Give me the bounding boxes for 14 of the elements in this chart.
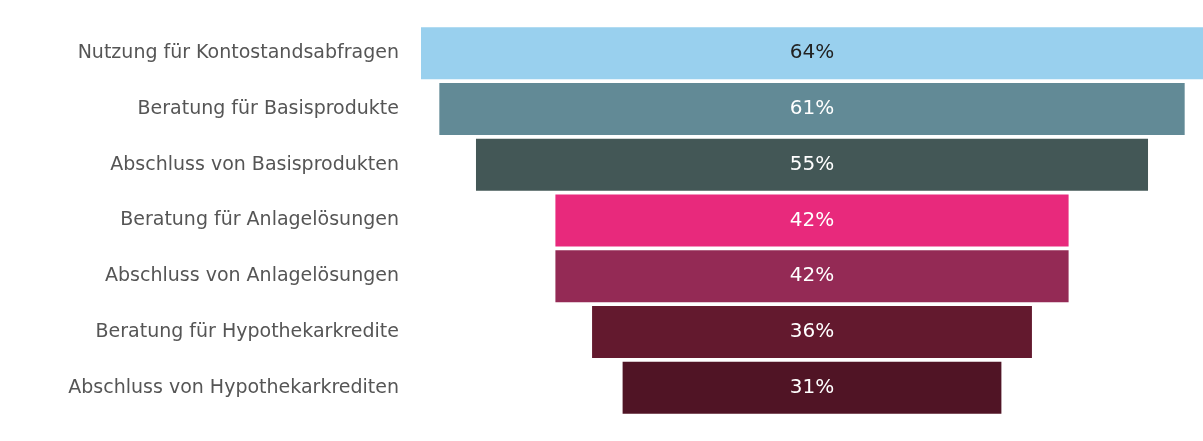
- category-label: Beratung für Hypothekarkredite: [95, 318, 399, 341]
- data-label: 64%: [789, 39, 835, 64]
- data-label: 31%: [789, 373, 835, 398]
- data-label: 42%: [789, 206, 835, 231]
- category-label: Abschluss von Anlagelösungen: [105, 263, 399, 286]
- data-label: 55%: [789, 150, 835, 175]
- category-label: Beratung für Basisprodukte: [137, 95, 399, 118]
- category-label: Nutzung für Kontostandsabfragen: [77, 40, 399, 63]
- data-label: 36%: [789, 318, 835, 343]
- category-label: Abschluss von Basisprodukten: [110, 151, 399, 174]
- category-label: Beratung für Anlagelösungen: [120, 207, 399, 230]
- data-label: 42%: [789, 262, 835, 287]
- data-label: 61%: [789, 95, 835, 120]
- category-label: Abschluss von Hypothekarkrediten: [68, 374, 399, 397]
